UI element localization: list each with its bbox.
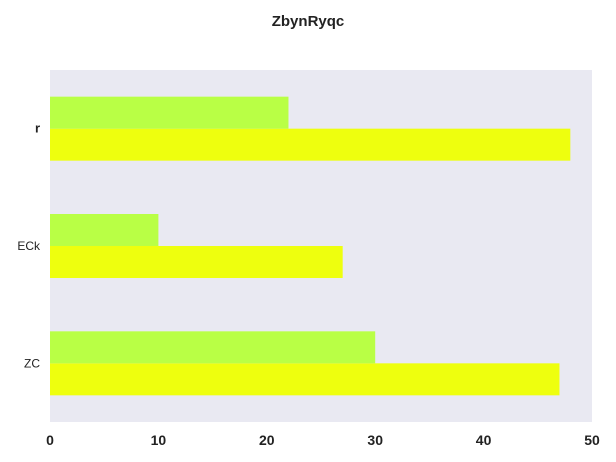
- x-tick-label: 40: [476, 432, 492, 448]
- bar-r-series-1: [50, 128, 571, 161]
- bar-ECk-series-2: [50, 214, 159, 246]
- x-tick-label: 30: [367, 432, 383, 448]
- y-tick-label: ECk: [17, 239, 41, 253]
- chart-title: ZbynRyqc: [271, 13, 345, 30]
- y-tick-label: r: [35, 121, 40, 136]
- x-tick-label: 0: [46, 432, 54, 448]
- x-tick-label: 10: [151, 432, 167, 448]
- y-tick-label: ZC: [24, 356, 40, 370]
- bar-ECk-series-1: [50, 246, 343, 278]
- x-axis-ticks: 0 10 20 30 40 50: [46, 432, 600, 448]
- x-tick-label: 20: [259, 432, 275, 448]
- bars-group: [50, 96, 571, 396]
- x-tick-label: 50: [584, 432, 600, 448]
- bar-ZC-series-2: [50, 331, 376, 364]
- bar-ZC-series-1: [50, 363, 560, 396]
- y-axis-ticks: ZC ECk r: [17, 121, 41, 371]
- bar-r-series-2: [50, 96, 289, 129]
